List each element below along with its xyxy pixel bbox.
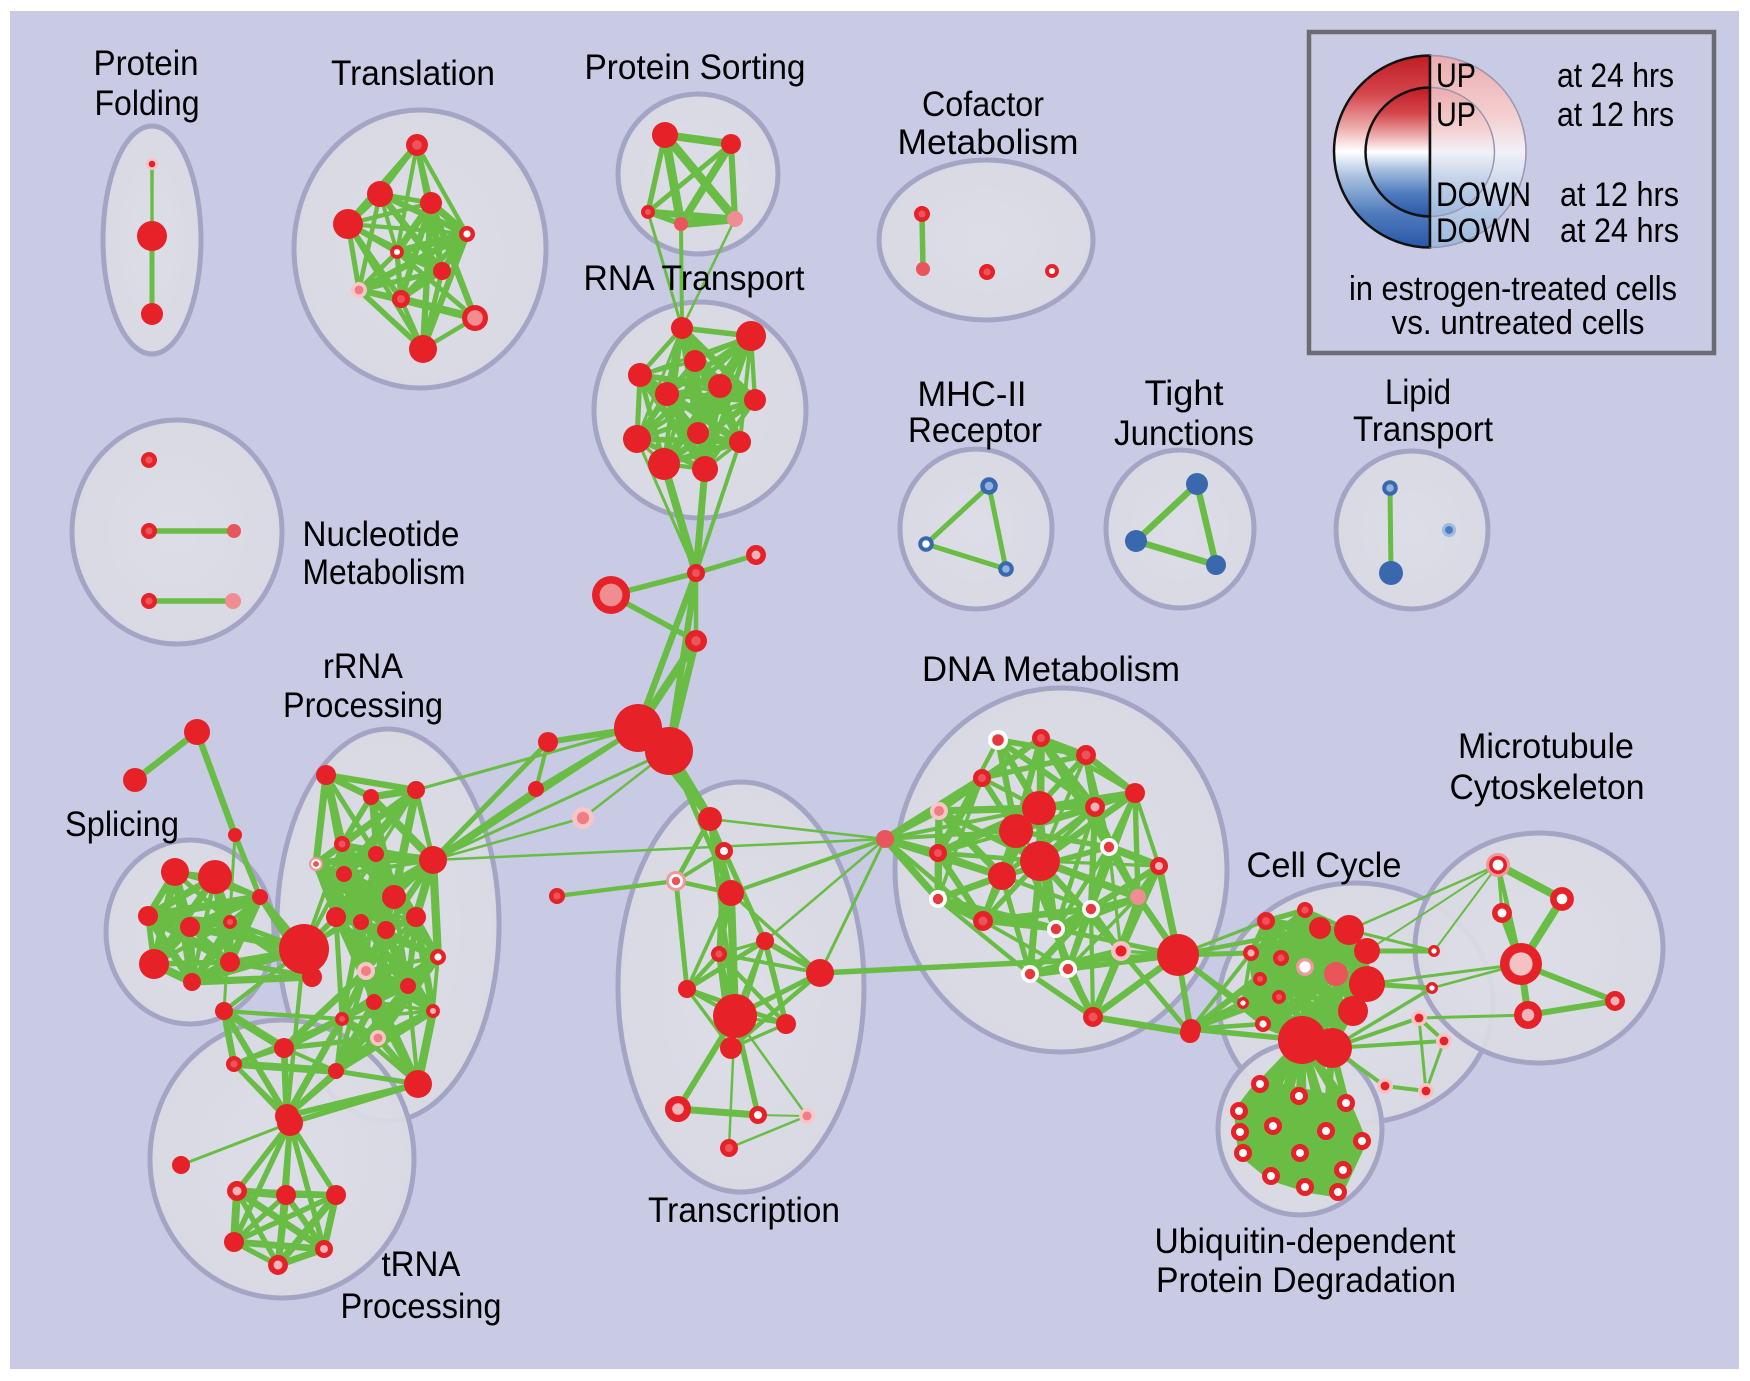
svg-text:Ubiquitin-dependent: Ubiquitin-dependent [1155,1221,1456,1261]
svg-text:Metabolism: Metabolism [898,122,1079,162]
svg-text:Tight: Tight [1145,373,1224,413]
svg-text:Nucleotide: Nucleotide [303,514,460,554]
svg-text:DOWN: DOWN [1436,176,1531,214]
svg-text:UP: UP [1436,57,1476,95]
svg-text:Splicing: Splicing [65,804,179,844]
svg-text:DNA Metabolism: DNA Metabolism [922,649,1180,689]
svg-text:Transcription: Transcription [648,1190,840,1230]
svg-text:Folding: Folding [95,83,200,123]
svg-text:Processing: Processing [283,685,443,725]
svg-text:at 24 hrs: at 24 hrs [1557,57,1674,95]
svg-text:Protein: Protein [94,43,199,83]
svg-text:RNA Transport: RNA Transport [584,258,805,298]
svg-text:Protein Degradation: Protein Degradation [1156,1260,1456,1300]
svg-text:Processing: Processing [341,1286,502,1326]
svg-text:Protein Sorting: Protein Sorting [585,47,806,87]
svg-text:vs. untreated cells: vs. untreated cells [1392,304,1645,342]
svg-text:Lipid: Lipid [1385,372,1451,412]
svg-text:Junctions: Junctions [1114,413,1254,453]
svg-text:rRNA: rRNA [323,646,403,686]
svg-text:at 24 hrs: at 24 hrs [1560,212,1679,250]
svg-text:in estrogen-treated cells: in estrogen-treated cells [1349,270,1677,308]
svg-text:Cytoskeleton: Cytoskeleton [1450,767,1645,807]
svg-text:Transport: Transport [1353,409,1493,449]
svg-text:at 12 hrs: at 12 hrs [1560,176,1679,214]
svg-text:Cofactor: Cofactor [922,84,1044,124]
svg-text:MHC-II: MHC-II [918,374,1027,414]
svg-text:DOWN: DOWN [1436,212,1531,250]
svg-text:Cell Cycle: Cell Cycle [1247,845,1402,885]
svg-text:Translation: Translation [331,53,495,93]
svg-text:UP: UP [1436,96,1476,134]
svg-text:at 12 hrs: at 12 hrs [1557,96,1674,134]
svg-text:Microtubule: Microtubule [1458,726,1634,766]
svg-text:tRNA: tRNA [382,1244,461,1284]
svg-text:Receptor: Receptor [908,410,1042,450]
svg-text:Metabolism: Metabolism [303,552,466,592]
